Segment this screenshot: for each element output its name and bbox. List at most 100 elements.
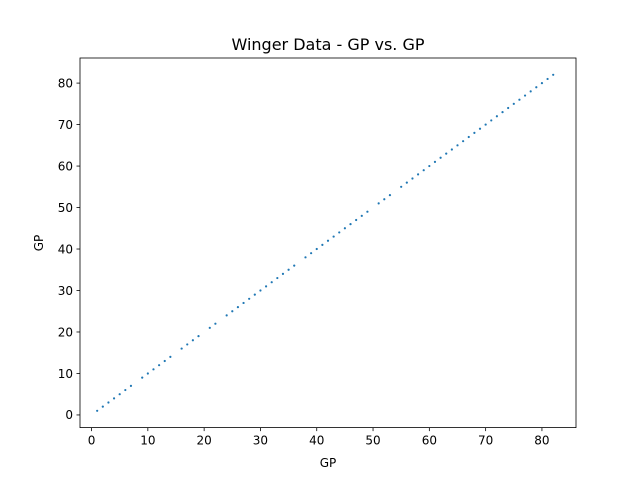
x-tick-label: 50 xyxy=(365,434,380,448)
scatter-point xyxy=(326,239,330,242)
scatter-point xyxy=(293,264,296,267)
scatter-point xyxy=(281,272,285,276)
x-tick-label: 10 xyxy=(140,434,155,448)
scatter-point xyxy=(355,218,358,222)
scatter-point xyxy=(214,322,217,325)
scatter-point xyxy=(101,405,104,408)
scatter-point xyxy=(388,193,392,197)
y-tick-label: 30 xyxy=(58,284,73,298)
scatter-point xyxy=(152,368,155,371)
scatter-point xyxy=(270,281,273,284)
scatter-point xyxy=(191,339,194,342)
scatter-point xyxy=(467,135,470,139)
scatter-point xyxy=(146,372,149,375)
plot-area-frame xyxy=(79,57,577,429)
scatter-point xyxy=(416,173,420,176)
y-tick-label: 50 xyxy=(58,201,73,215)
data-points xyxy=(96,73,555,412)
y-axis: 0 10 20 30 40 50 60 70 80 xyxy=(58,76,80,422)
x-axis: 0 10 20 30 40 50 60 70 80 xyxy=(88,427,550,448)
scatter-point xyxy=(512,102,515,105)
scatter-point xyxy=(400,185,403,188)
y-tick-label: 80 xyxy=(58,76,73,90)
scatter-point xyxy=(129,384,133,388)
scatter-point xyxy=(546,77,549,81)
scatter-point xyxy=(422,169,425,172)
scatter-point xyxy=(450,148,453,151)
scatter-point xyxy=(343,227,346,230)
scatter-point xyxy=(383,198,386,201)
scatter-point xyxy=(169,355,172,358)
scatter-point xyxy=(158,364,161,367)
scatter-point xyxy=(507,106,510,110)
scatter-point xyxy=(332,235,335,238)
scatter-point xyxy=(253,293,256,296)
scatter-point xyxy=(377,202,380,205)
chart-title: Winger Data - GP vs. GP xyxy=(231,35,424,54)
scatter-point xyxy=(287,268,290,271)
scatter-point xyxy=(439,156,442,159)
scatter-point xyxy=(315,247,318,251)
x-tick-label: 80 xyxy=(534,434,549,448)
scatter-point xyxy=(490,119,493,122)
scatter-point xyxy=(495,115,498,118)
y-tick-label: 70 xyxy=(58,118,73,132)
x-tick-label: 0 xyxy=(88,434,96,448)
scatter-point xyxy=(248,297,251,300)
scatter-point xyxy=(456,144,459,147)
scatter-point xyxy=(208,326,211,329)
scatter-point xyxy=(141,376,144,379)
scatter-point xyxy=(540,81,544,85)
scatter-point xyxy=(552,73,555,76)
scatter-point xyxy=(445,152,448,155)
scatter-point xyxy=(236,305,240,309)
scatter-point xyxy=(186,343,189,346)
scatter-point xyxy=(484,123,487,126)
scatter-point xyxy=(523,94,527,97)
scatter-point xyxy=(276,276,279,280)
scatter-point xyxy=(366,210,369,213)
scatter-point xyxy=(462,140,465,143)
y-tick-label: 0 xyxy=(65,408,73,422)
scatter-point xyxy=(349,223,352,226)
x-tick-label: 30 xyxy=(253,434,268,448)
scatter-point xyxy=(535,86,538,89)
scatter-point xyxy=(338,231,341,234)
scatter-point xyxy=(478,127,482,130)
scatter-point xyxy=(310,252,313,255)
scatter-point xyxy=(411,177,414,180)
scatter-point xyxy=(321,243,324,246)
y-tick-label: 20 xyxy=(58,325,73,339)
scatter-point xyxy=(264,285,268,288)
scatter-point xyxy=(180,347,183,350)
y-tick-label: 60 xyxy=(58,159,73,173)
x-tick-label: 20 xyxy=(197,434,212,448)
y-tick-label: 10 xyxy=(58,367,73,381)
scatter-point xyxy=(360,214,363,217)
scatter-point xyxy=(518,98,521,101)
scatter-point xyxy=(259,289,262,292)
scatter-point xyxy=(304,256,307,259)
scatter-point xyxy=(96,409,99,412)
scatter-point xyxy=(433,160,437,164)
x-tick-label: 40 xyxy=(309,434,324,448)
y-axis-label: GP xyxy=(32,235,46,252)
scatter-point xyxy=(242,301,245,305)
x-tick-label: 70 xyxy=(478,434,493,448)
scatter-point xyxy=(405,181,408,184)
x-tick-label: 60 xyxy=(422,434,437,448)
x-axis-label: GP xyxy=(320,456,337,470)
scatter-point xyxy=(231,310,234,313)
scatter-point xyxy=(428,164,431,168)
scatter-point xyxy=(473,131,476,134)
scatter-point xyxy=(107,401,110,404)
scatter-point xyxy=(225,314,228,317)
scatter-point xyxy=(118,393,121,396)
scatter-point xyxy=(163,359,166,363)
scatter-point xyxy=(501,111,504,114)
scatter-point xyxy=(197,335,200,338)
scatter-point xyxy=(124,388,127,392)
y-tick-label: 40 xyxy=(58,242,73,256)
